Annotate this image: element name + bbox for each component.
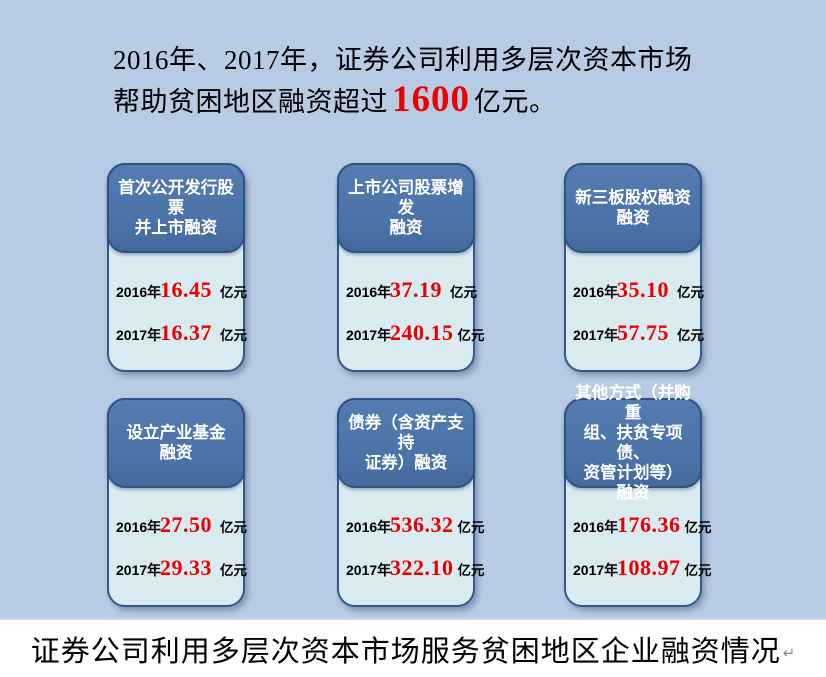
value-amount: 536.32 <box>390 512 454 537</box>
card-neeq: 新三板股权融资 融资 2016年 35.10 亿元 2017年 57.75 亿元 <box>564 163 704 372</box>
card-seo-title: 上市公司股票增发 融资 <box>337 163 475 253</box>
year-label: 2016年 <box>346 519 392 535</box>
unit-label: 亿元 <box>684 563 712 578</box>
figure-caption: 证券公司利用多层次资本市场服务贫困地区企业融资情况 <box>30 635 781 668</box>
unit-label: 亿元 <box>457 328 485 343</box>
value-amount: 37.19 <box>390 277 442 302</box>
card-bond: 债券（含资产支持 证券）融资 2016年 536.32 亿元 2017年 322… <box>337 398 485 607</box>
headline-line1: 2016年、2017年，证券公司利用多层次资本市场 <box>113 45 693 75</box>
value-row-2016: 2016年 37.19 亿元 <box>346 277 477 303</box>
card-seo: 上市公司股票增发 融资 2016年 37.19 亿元 2017年 240.15 … <box>337 163 485 372</box>
year-label: 2017年 <box>116 562 162 578</box>
card-industry-fund-title: 设立产业基金 融资 <box>107 398 245 488</box>
value-row-2017: 2017年 240.15 亿元 <box>346 320 485 346</box>
value-row-2017: 2017年 29.33 亿元 <box>116 555 247 581</box>
year-label: 2016年 <box>116 284 162 300</box>
card-other-values: 2016年 176.36 亿元 2017年 108.97 亿元 <box>566 490 712 605</box>
value-amount: 108.97 <box>617 555 681 580</box>
value-amount: 35.10 <box>617 277 669 302</box>
value-row-2016: 2016年 16.45 亿元 <box>116 277 247 303</box>
value-amount: 16.37 <box>160 320 212 345</box>
value-row-2016: 2016年 536.32 亿元 <box>346 512 485 538</box>
card-industry-fund: 设立产业基金 融资 2016年 27.50 亿元 2017年 29.33 亿元 <box>107 398 247 607</box>
unit-label: 亿元 <box>457 563 485 578</box>
year-label: 2016年 <box>573 519 619 535</box>
unit-label: 亿元 <box>220 520 247 535</box>
year-label: 2017年 <box>346 562 392 578</box>
unit-label: 亿元 <box>677 285 704 300</box>
value-amount: 322.10 <box>390 555 454 580</box>
value-row-2016: 2016年 176.36 亿元 <box>573 512 712 538</box>
infographic-background: 2016年、2017年，证券公司利用多层次资本市场 帮助贫困地区融资超过 1600… <box>0 0 826 620</box>
value-amount: 29.33 <box>160 555 212 580</box>
year-label: 2017年 <box>573 562 619 578</box>
year-label: 2017年 <box>573 327 619 343</box>
value-amount: 16.45 <box>160 277 212 302</box>
card-ipo-values: 2016年 16.45 亿元 2017年 16.37 亿元 <box>109 255 247 370</box>
value-amount: 27.50 <box>160 512 212 537</box>
caption-bar: 证券公司利用多层次资本市场服务贫困地区企业融资情况 ↵ <box>0 620 826 677</box>
year-label: 2016年 <box>346 284 392 300</box>
value-amount: 240.15 <box>390 320 454 345</box>
year-label: 2017年 <box>116 327 162 343</box>
card-neeq-title: 新三板股权融资 融资 <box>564 163 702 253</box>
headline-line2-prefix: 帮助贫困地区融资超过 <box>113 87 388 117</box>
year-label: 2016年 <box>573 284 619 300</box>
value-row-2016: 2016年 27.50 亿元 <box>116 512 247 538</box>
value-row-2017: 2017年 108.97 亿元 <box>573 555 712 581</box>
unit-label: 亿元 <box>220 563 247 578</box>
value-amount: 176.36 <box>617 512 681 537</box>
card-bond-title: 债券（含资产支持 证券）融资 <box>337 398 475 488</box>
headline: 2016年、2017年，证券公司利用多层次资本市场 帮助贫困地区融资超过 1600… <box>113 40 753 122</box>
card-industry-fund-values: 2016年 27.50 亿元 2017年 29.33 亿元 <box>109 490 247 605</box>
card-bond-values: 2016年 536.32 亿元 2017年 322.10 亿元 <box>339 490 485 605</box>
value-row-2017: 2017年 16.37 亿元 <box>116 320 247 346</box>
card-neeq-values: 2016年 35.10 亿元 2017年 57.75 亿元 <box>566 255 704 370</box>
card-seo-values: 2016年 37.19 亿元 2017年 240.15 亿元 <box>339 255 485 370</box>
value-amount: 57.75 <box>617 320 669 345</box>
card-other: 其他方式（并购重 组、扶贫专项债、 资管计划等） 融资 2016年 176.36… <box>564 383 712 607</box>
unit-label: 亿元 <box>220 328 247 343</box>
year-label: 2016年 <box>116 519 162 535</box>
unit-label: 亿元 <box>684 520 712 535</box>
headline-line2-suffix: 亿元。 <box>474 87 557 117</box>
unit-label: 亿元 <box>450 285 477 300</box>
card-ipo: 首次公开发行股票 并上市融资 2016年 16.45 亿元 2017年 16.3… <box>107 163 247 372</box>
card-ipo-title: 首次公开发行股票 并上市融资 <box>107 163 245 253</box>
card-other-title: 其他方式（并购重 组、扶贫专项债、 资管计划等） 融资 <box>564 383 702 502</box>
value-row-2017: 2017年 322.10 亿元 <box>346 555 485 581</box>
value-row-2017: 2017年 57.75 亿元 <box>573 320 704 346</box>
paragraph-mark-icon: ↵ <box>782 643 796 662</box>
value-row-2016: 2016年 35.10 亿元 <box>573 277 704 303</box>
unit-label: 亿元 <box>457 520 485 535</box>
year-label: 2017年 <box>346 327 392 343</box>
unit-label: 亿元 <box>677 328 704 343</box>
headline-amount: 1600 <box>392 79 470 120</box>
unit-label: 亿元 <box>220 285 247 300</box>
